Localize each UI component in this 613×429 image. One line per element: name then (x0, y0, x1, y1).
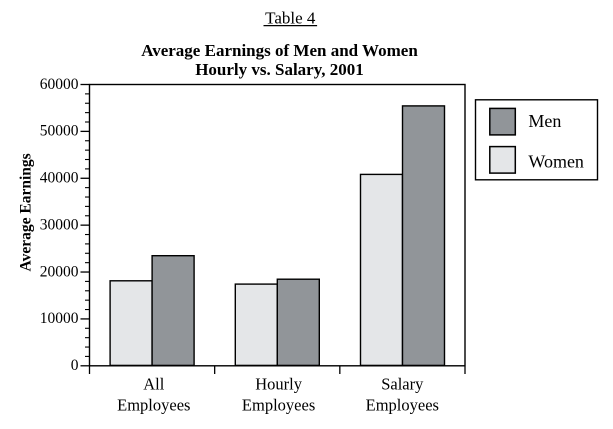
svg-text:20000: 20000 (40, 263, 79, 280)
svg-text:Table 4: Table 4 (265, 9, 316, 28)
svg-text:Employees: Employees (366, 396, 439, 415)
svg-text:Salary: Salary (381, 374, 424, 393)
svg-text:Average Earnings: Average Earnings (18, 153, 35, 271)
svg-text:Employees: Employees (242, 396, 315, 415)
svg-text:Average Earnings of Men and Wo: Average Earnings of Men and Women (141, 41, 418, 60)
svg-text:0: 0 (71, 357, 79, 374)
svg-text:All: All (143, 374, 165, 393)
svg-text:Hourly vs. Salary, 2001: Hourly vs. Salary, 2001 (195, 60, 364, 79)
svg-text:40000: 40000 (40, 170, 79, 187)
svg-text:10000: 10000 (40, 310, 79, 327)
svg-text:Men: Men (528, 111, 561, 131)
svg-text:60000: 60000 (40, 76, 79, 93)
svg-text:Women: Women (528, 152, 584, 172)
svg-text:30000: 30000 (40, 217, 79, 234)
svg-text:Hourly: Hourly (255, 374, 302, 393)
svg-text:50000: 50000 (40, 123, 79, 140)
svg-text:Employees: Employees (117, 396, 190, 415)
